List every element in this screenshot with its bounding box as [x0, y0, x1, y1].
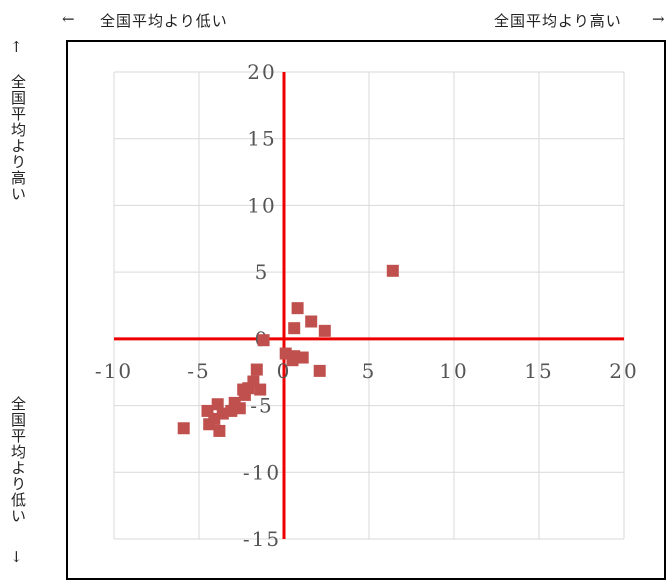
right-arrow: →: [652, 10, 666, 28]
data-point: [213, 424, 226, 437]
x-tick-label: 20: [609, 359, 638, 383]
data-point: [201, 404, 214, 417]
y-tick-label: -5: [250, 394, 273, 418]
y-tick-label: 20: [247, 60, 276, 84]
side-top-label: 全国平均より高い: [9, 74, 27, 202]
data-point: [313, 364, 326, 377]
data-point: [238, 388, 251, 401]
data-point: [286, 354, 299, 367]
side-bottom-label: 全国平均より低い: [9, 396, 27, 524]
data-point: [203, 418, 216, 431]
top-right-label: 全国平均より高い: [494, 12, 622, 30]
x-tick-label: 5: [362, 359, 377, 383]
grid-lines: [113, 71, 625, 540]
x-tick-label: -10: [95, 359, 133, 383]
x-tick-label: -5: [187, 359, 210, 383]
down-arrow: ↓: [10, 548, 24, 566]
data-point: [257, 334, 270, 347]
data-point: [305, 315, 318, 328]
x-tick-label: 15: [524, 359, 553, 383]
data-point: [177, 422, 190, 435]
data-point: [288, 322, 301, 335]
y-tick-label: 5: [255, 260, 270, 284]
x-tick-label: 0: [277, 359, 292, 383]
data-point: [318, 324, 331, 337]
zero-axes: [114, 72, 624, 539]
data-point: [296, 351, 309, 364]
data-point: [386, 264, 399, 277]
y-tick-label: -10: [243, 460, 281, 484]
data-point: [250, 363, 263, 376]
left-arrow: ←: [62, 10, 76, 28]
up-arrow: ↑: [10, 38, 24, 56]
data-point: [291, 302, 304, 315]
x-tick-label: 10: [439, 359, 468, 383]
top-left-label: 全国平均より低い: [100, 12, 228, 30]
data-points: [177, 264, 399, 437]
y-tick-label: 15: [247, 127, 276, 151]
data-point: [211, 398, 224, 411]
data-point: [254, 383, 267, 396]
y-tick-label: 10: [247, 193, 276, 217]
y-tick-label: -15: [243, 527, 281, 551]
